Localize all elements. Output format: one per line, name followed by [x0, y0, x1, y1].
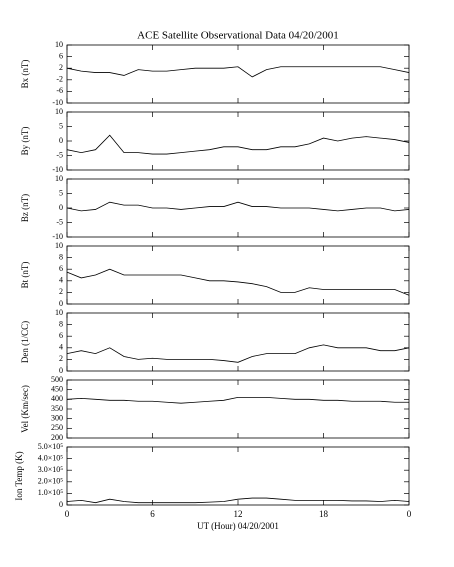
- data-line: [66, 268, 410, 296]
- y-tick-label: 2: [59, 287, 63, 296]
- y-axis-label: Bx (nT): [20, 60, 30, 89]
- y-tick-label: -5: [56, 217, 63, 226]
- x-tick-label: 12: [234, 509, 243, 519]
- y-tick-label: 3.0×10⁵: [38, 465, 64, 474]
- plot-frame: [66, 379, 410, 439]
- y-tick-label: -5: [56, 150, 63, 159]
- x-tick-label: 18: [319, 509, 329, 519]
- y-tick-label: 500: [51, 375, 63, 384]
- y-tick-label: 450: [51, 384, 63, 393]
- data-line: [66, 134, 410, 155]
- y-tick-label: 5: [59, 121, 63, 130]
- plot-frame: [66, 111, 410, 171]
- x-tick-label: 0: [65, 509, 70, 519]
- y-tick-label: -10: [52, 98, 63, 107]
- y-axis-label: By (nT): [20, 127, 30, 156]
- data-line: [66, 497, 410, 504]
- y-axis-label: Ion Temp (K): [14, 451, 24, 500]
- y-tick-label: 2: [59, 354, 63, 363]
- y-axis-label: Vel (Km/sec): [20, 385, 30, 433]
- y-tick-label: 4: [59, 276, 63, 285]
- y-tick-label: 5: [59, 188, 63, 197]
- y-axis-label: Bz (nT): [20, 194, 30, 222]
- y-axis-label: Bt (nT): [20, 262, 30, 289]
- y-tick-label: 0: [59, 299, 63, 308]
- y-tick-label: 0: [59, 136, 63, 145]
- y-tick-label: 400: [51, 394, 63, 403]
- y-tick-label: 4: [59, 343, 63, 352]
- y-tick-label: 8: [59, 319, 63, 328]
- y-tick-label: 10: [55, 107, 63, 116]
- y-tick-label: -10: [52, 232, 63, 241]
- y-tick-label: 10: [55, 308, 63, 317]
- data-line: [66, 344, 410, 363]
- y-tick-label: 1.0×10⁵: [38, 488, 64, 497]
- y-tick-label: 6: [59, 331, 63, 340]
- y-tick-label: 10: [55, 40, 63, 49]
- plot-frame: [66, 178, 410, 238]
- plot-frame: [66, 245, 410, 305]
- y-tick-label: 250: [51, 423, 63, 432]
- x-tick-label: 6: [150, 509, 155, 519]
- y-tick-label: 300: [51, 413, 63, 422]
- y-axis-label: Den (1/CC): [20, 321, 30, 363]
- y-tick-label: 200: [51, 433, 63, 442]
- chart-title: ACE Satellite Observational Data 04/20/2…: [137, 30, 339, 42]
- y-tick-label: 2: [59, 63, 63, 72]
- y-tick-label: 5.0×10⁵: [38, 442, 64, 451]
- y-tick-label: 2.0×10⁵: [38, 477, 64, 486]
- y-tick-label: 0: [59, 203, 63, 212]
- x-tick-label: 0: [407, 509, 412, 519]
- x-axis-label: UT (Hour) 04/20/2001: [197, 521, 279, 531]
- data-line: [66, 66, 410, 78]
- y-tick-label: 10: [55, 174, 63, 183]
- y-tick-label: 6: [59, 51, 63, 60]
- y-tick-label: 8: [59, 252, 63, 261]
- y-tick-label: 0: [59, 500, 63, 509]
- y-tick-label: 6: [59, 264, 63, 273]
- data-line: [66, 201, 410, 212]
- y-tick-label: 10: [55, 241, 63, 250]
- y-tick-label: -10: [52, 165, 63, 174]
- y-tick-label: -2: [56, 75, 63, 84]
- y-tick-label: 0: [59, 366, 63, 375]
- y-tick-label: 350: [51, 404, 63, 413]
- y-tick-label: -6: [56, 86, 63, 95]
- y-tick-label: 4.0×10⁵: [38, 453, 64, 462]
- plot-frame: [66, 446, 410, 506]
- data-line: [66, 397, 409, 404]
